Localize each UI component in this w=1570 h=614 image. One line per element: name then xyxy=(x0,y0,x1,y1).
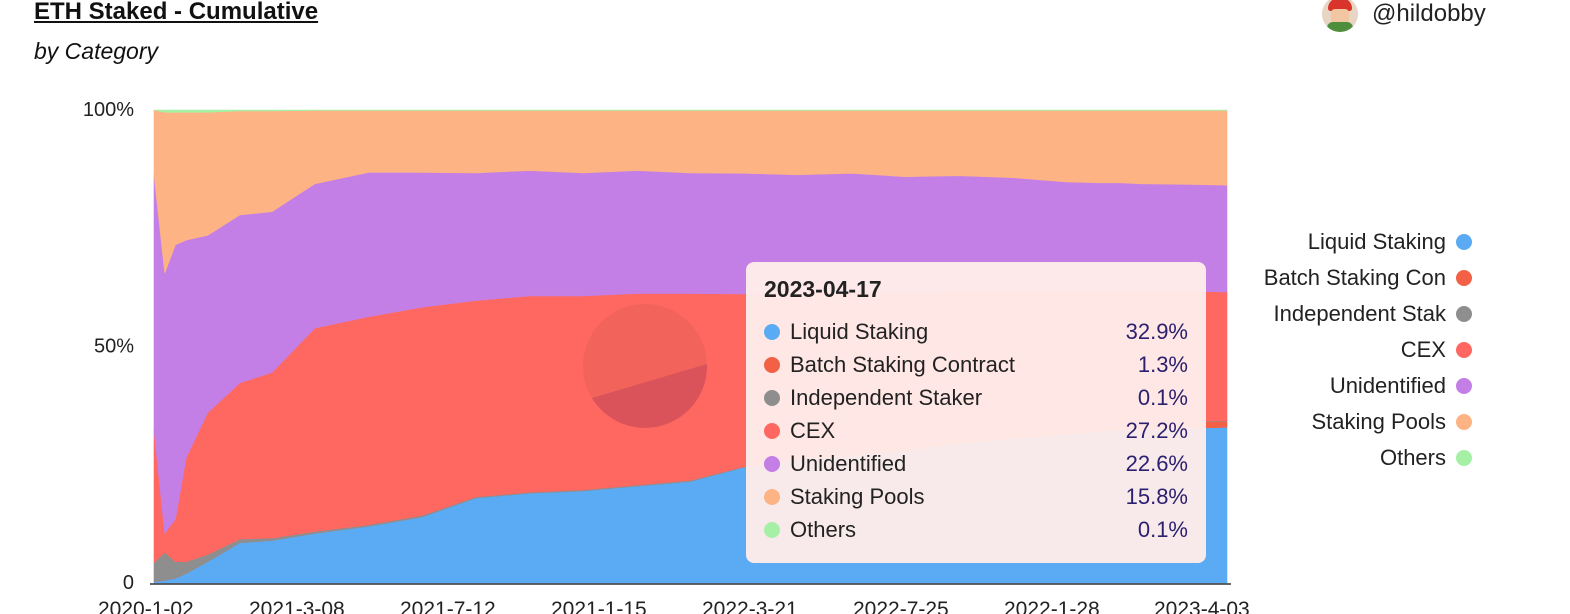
tooltip-label: CEX xyxy=(790,417,836,443)
tooltip-value: 27.2% xyxy=(1125,417,1188,443)
x-tick-label: 2022-3-21 xyxy=(702,598,798,614)
legend-item[interactable]: Independent Stak xyxy=(1236,296,1472,332)
legend-dot xyxy=(1456,414,1472,430)
legend-label: Staking Pools xyxy=(1311,409,1446,434)
hover-focus-slice xyxy=(592,364,708,428)
legend-label: Others xyxy=(1379,445,1446,470)
chart-subtitle: by Category xyxy=(34,38,159,64)
legend-dot xyxy=(1456,342,1472,358)
tooltip-dot xyxy=(764,521,780,538)
tooltip-row: Liquid Staking 32.9% xyxy=(764,315,1188,348)
y-tick-label: 50% xyxy=(94,336,134,358)
tooltip-row: CEX 27.2% xyxy=(764,414,1188,447)
tooltip-dot xyxy=(764,323,780,340)
x-tick-label: 2020-1-02 xyxy=(98,598,194,614)
tooltip-row: Staking Pools 15.8% xyxy=(764,480,1188,513)
tooltip-row: Others 0.1% xyxy=(764,513,1188,546)
tooltip-value: 22.6% xyxy=(1125,450,1188,476)
x-tick-label: 2022-1-28 xyxy=(1004,598,1100,614)
author-badge[interactable]: @hildobby xyxy=(1322,0,1486,32)
legend-dot xyxy=(1456,234,1472,250)
legend-item[interactable]: Others xyxy=(1236,440,1472,476)
tooltip-dot xyxy=(764,389,780,406)
tooltip-row: Unidentified 22.6% xyxy=(764,447,1188,480)
tooltip-label: Unidentified xyxy=(790,450,907,476)
tooltip-dot xyxy=(764,455,780,472)
tooltip-row: Batch Staking Contract 1.3% xyxy=(764,348,1188,381)
legend-label: Batch Staking Con xyxy=(1263,265,1446,290)
tooltip-label: Independent Staker xyxy=(790,384,983,410)
tooltip-value: 15.8% xyxy=(1125,483,1188,509)
tooltip-dot xyxy=(764,356,780,373)
legend-label: Independent Stak xyxy=(1273,301,1446,326)
x-tick-label: 2022-7-25 xyxy=(853,598,949,614)
legend-dot xyxy=(1456,378,1472,394)
chart-legend: Liquid Staking Batch Staking Con Indepen… xyxy=(1236,224,1472,476)
legend-item[interactable]: Staking Pools xyxy=(1236,404,1472,440)
tooltip-dot xyxy=(764,422,780,439)
legend-item[interactable]: Unidentified xyxy=(1236,368,1472,404)
author-handle[interactable]: @hildobby xyxy=(1372,0,1486,27)
y-tick-label: 0 xyxy=(123,572,134,594)
x-tick-label: 2021-3-08 xyxy=(249,598,345,614)
legend-item[interactable]: CEX xyxy=(1236,332,1472,368)
legend-label: CEX xyxy=(1400,337,1446,362)
area-series-others[interactable] xyxy=(153,109,1228,113)
legend-label: Liquid Staking xyxy=(1307,229,1446,254)
tooltip-value: 1.3% xyxy=(1137,351,1188,377)
tooltip-label: Batch Staking Contract xyxy=(790,351,1016,377)
x-tick-label: 2021-1-15 xyxy=(551,598,647,614)
legend-dot xyxy=(1456,450,1472,466)
legend-item[interactable]: Batch Staking Con xyxy=(1236,260,1472,296)
tooltip-value: 0.1% xyxy=(1137,384,1188,410)
tooltip-dot xyxy=(764,488,780,505)
legend-label: Unidentified xyxy=(1329,373,1446,398)
x-tick-label: 2023-4-03 xyxy=(1154,598,1250,614)
tooltip-value: 32.9% xyxy=(1125,318,1188,344)
tooltip-label: Staking Pools xyxy=(790,483,925,509)
tooltip-label: Others xyxy=(790,516,857,542)
avatar[interactable] xyxy=(1322,0,1358,32)
tooltip-row: Independent Staker 0.1% xyxy=(764,381,1188,414)
legend-dot xyxy=(1456,306,1472,322)
tooltip-label: Liquid Staking xyxy=(790,318,929,344)
tooltip-date: 2023-04-17 xyxy=(764,276,882,302)
legend-item[interactable]: Liquid Staking xyxy=(1236,224,1472,260)
chart-title: ETH Staked - Cumulative xyxy=(34,0,319,25)
y-tick-label: 100% xyxy=(83,99,134,121)
legend-dot xyxy=(1456,270,1472,286)
x-tick-label: 2021-7-12 xyxy=(400,598,496,614)
chart-tooltip: 2023-04-17 Liquid Staking 32.9% Batch St… xyxy=(746,262,1206,563)
tooltip-value: 0.1% xyxy=(1137,516,1188,542)
